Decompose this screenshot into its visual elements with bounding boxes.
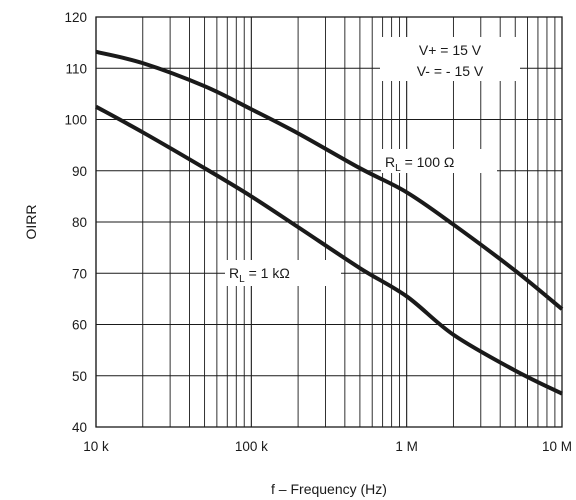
- curve-label-0: RL = 100 Ω: [385, 154, 454, 174]
- y-tick-label: 60: [72, 318, 87, 333]
- annotation-line-1: V+ = 15 V: [419, 42, 482, 58]
- y-tick-labels: 40 50 60 70 80 90 100 110 120: [64, 10, 87, 435]
- series-line-1: [95, 104, 563, 396]
- y-tick-label: 40: [72, 420, 87, 435]
- curves: [95, 49, 564, 396]
- y-axis-label: OIRR: [23, 205, 39, 240]
- x-tick-labels: 10 k 100 k 1 M 10 M: [83, 439, 572, 454]
- y-tick-label: 50: [72, 369, 87, 384]
- curve-labels: RL = 100 Ω RL = 1 kΩ: [225, 149, 497, 286]
- y-tick-label: 120: [64, 10, 87, 25]
- x-tick-label: 10 k: [83, 439, 109, 454]
- x-tick-label: 1 M: [395, 439, 418, 454]
- y-tick-label: 100: [64, 113, 87, 128]
- annotation-line-2: V- = - 15 V: [417, 63, 484, 79]
- plot-frame: [95, 16, 563, 428]
- y-tick-label: 70: [72, 266, 87, 281]
- curve-label-background: [225, 260, 341, 286]
- curve-label-background: [381, 149, 497, 173]
- annotation-background: [380, 37, 520, 81]
- supply-annotation: V+ = 15 V V- = - 15 V: [380, 37, 520, 81]
- y-tick-label: 90: [72, 164, 87, 179]
- curve-label-1: RL = 1 kΩ: [229, 265, 290, 285]
- series-line-0: [95, 49, 564, 311]
- x-tick-label: 100 k: [235, 439, 268, 454]
- x-axis-label: f – Frequency (Hz): [271, 481, 387, 497]
- y-tick-label: 80: [72, 215, 87, 230]
- x-tick-label: 10 M: [542, 439, 572, 454]
- y-tick-label: 110: [65, 61, 87, 76]
